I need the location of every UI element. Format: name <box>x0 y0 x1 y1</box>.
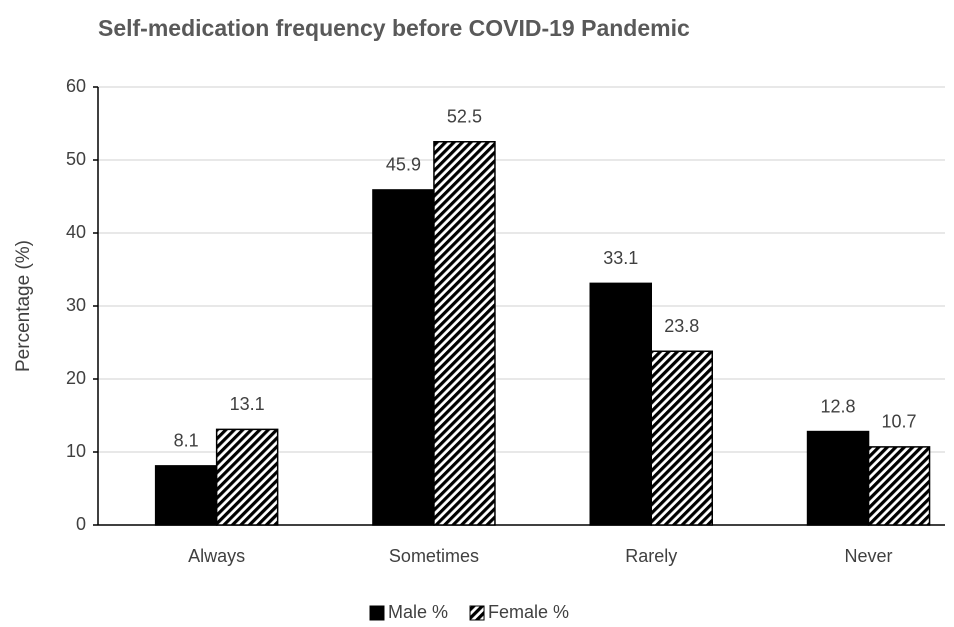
bar <box>589 282 652 526</box>
data-label: 13.1 <box>230 394 265 414</box>
legend-label: Male % <box>388 602 448 622</box>
bar <box>215 428 279 526</box>
x-tick-label: Rarely <box>625 546 677 566</box>
x-tick-label: Sometimes <box>389 546 479 566</box>
data-label: 8.1 <box>174 431 199 451</box>
x-tick-label: Never <box>845 546 893 566</box>
y-axis-label: Percentage (%) <box>13 240 34 372</box>
bar <box>650 350 713 526</box>
y-tick-label: 60 <box>66 76 86 96</box>
data-label: 52.5 <box>447 107 482 127</box>
data-label: 12.8 <box>821 396 856 416</box>
legend-label: Female % <box>488 602 569 622</box>
legend-swatch <box>469 605 485 621</box>
bar <box>806 430 870 526</box>
y-tick-label: 20 <box>66 368 86 388</box>
data-label: 33.1 <box>603 248 638 268</box>
chart-title: Self-medication frequency before COVID-1… <box>98 15 690 41</box>
data-label: 45.9 <box>386 155 421 175</box>
y-tick-label: 0 <box>76 514 86 534</box>
data-label: 23.8 <box>664 316 699 336</box>
y-tick-label: 40 <box>66 222 86 242</box>
bar <box>433 141 496 526</box>
y-tick-label: 10 <box>66 441 86 461</box>
x-tick-label: Always <box>188 546 245 566</box>
bar <box>154 465 218 526</box>
legend-swatch <box>369 605 385 621</box>
bar <box>372 189 435 526</box>
y-tick-label: 30 <box>66 295 86 315</box>
y-tick-label: 50 <box>66 149 86 169</box>
bar <box>867 446 931 526</box>
data-label: 10.7 <box>882 412 917 432</box>
